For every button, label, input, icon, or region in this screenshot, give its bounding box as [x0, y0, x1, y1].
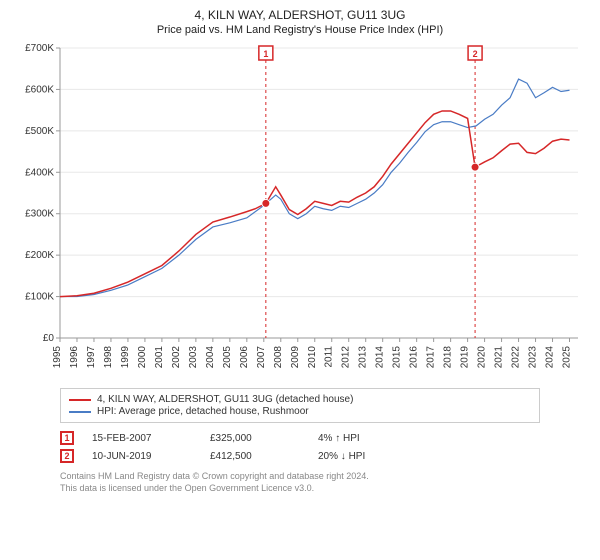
legend-row-hpi: HPI: Average price, detached house, Rush…: [69, 406, 531, 417]
sale-date: 15-FEB-2007: [92, 433, 192, 444]
svg-text:2025: 2025: [562, 346, 573, 369]
svg-text:£200K: £200K: [25, 250, 54, 261]
legend: 4, KILN WAY, ALDERSHOT, GU11 3UG (detach…: [60, 388, 540, 423]
svg-text:1999: 1999: [120, 346, 131, 369]
svg-text:1996: 1996: [69, 346, 80, 369]
sale-delta: 20% ↓ HPI: [318, 451, 365, 462]
sale-row: 1 15-FEB-2007 £325,000 4% ↑ HPI: [60, 431, 588, 445]
svg-text:1: 1: [263, 49, 268, 59]
sale-date: 10-JUN-2019: [92, 451, 192, 462]
sale-marker: 2: [60, 449, 74, 463]
chart-container: £0 £100K £200K £300K £400K £500K £600K £700K 199…: [12, 42, 588, 382]
sale-price: £412,500: [210, 451, 300, 462]
svg-text:2014: 2014: [375, 346, 386, 369]
svg-text:2006: 2006: [239, 346, 250, 369]
sales-list: 1 15-FEB-2007 £325,000 4% ↑ HPI 2 10-JUN-2019…: [12, 431, 588, 463]
svg-text:2013: 2013: [358, 346, 369, 369]
svg-text:£300K: £300K: [25, 209, 54, 220]
svg-text:2001: 2001: [154, 346, 165, 369]
svg-text:2011: 2011: [324, 346, 335, 368]
svg-text:2012: 2012: [341, 346, 352, 369]
footer-line-2: This data is licensed under the Open Gov…: [60, 483, 588, 495]
svg-text:2: 2: [473, 49, 478, 59]
svg-text:2015: 2015: [392, 346, 403, 369]
svg-text:2020: 2020: [477, 346, 488, 369]
svg-text:2017: 2017: [426, 346, 437, 369]
svg-text:1998: 1998: [103, 346, 114, 369]
svg-text:2002: 2002: [171, 346, 182, 369]
footer: Contains HM Land Registry data © Crown c…: [60, 471, 588, 494]
legend-row-property: 4, KILN WAY, ALDERSHOT, GU11 3UG (detach…: [69, 394, 531, 405]
svg-text:2019: 2019: [460, 346, 471, 369]
sale-price: £325,000: [210, 433, 300, 444]
svg-text:2004: 2004: [205, 346, 216, 369]
svg-text:£700K: £700K: [25, 43, 54, 54]
svg-text:1997: 1997: [86, 346, 97, 369]
sale-marker: 1: [60, 431, 74, 445]
svg-text:2016: 2016: [409, 346, 420, 369]
svg-text:2010: 2010: [307, 346, 318, 369]
svg-text:£400K: £400K: [25, 167, 54, 178]
svg-text:2021: 2021: [494, 346, 505, 369]
line-chart: £0 £100K £200K £300K £400K £500K £600K £700K 199…: [12, 42, 588, 382]
svg-text:£0: £0: [43, 333, 55, 344]
svg-text:2007: 2007: [256, 346, 267, 369]
sale-delta: 4% ↑ HPI: [318, 433, 360, 444]
svg-text:2005: 2005: [222, 346, 233, 369]
legend-label-property: 4, KILN WAY, ALDERSHOT, GU11 3UG (detach…: [97, 394, 353, 405]
legend-swatch-property: [69, 399, 91, 401]
legend-swatch-hpi: [69, 411, 91, 413]
page-subtitle: Price paid vs. HM Land Registry's House …: [12, 24, 588, 36]
svg-text:1995: 1995: [52, 346, 63, 369]
svg-text:£100K: £100K: [25, 292, 54, 303]
svg-text:2022: 2022: [511, 346, 522, 369]
svg-text:2009: 2009: [290, 346, 301, 369]
svg-text:£500K: £500K: [25, 126, 54, 137]
sale-row: 2 10-JUN-2019 £412,500 20% ↓ HPI: [60, 449, 588, 463]
svg-text:2008: 2008: [273, 346, 284, 369]
legend-label-hpi: HPI: Average price, detached house, Rush…: [97, 406, 309, 417]
svg-text:2000: 2000: [137, 346, 148, 369]
page-title: 4, KILN WAY, ALDERSHOT, GU11 3UG: [12, 8, 588, 22]
footer-line-1: Contains HM Land Registry data © Crown c…: [60, 471, 588, 483]
svg-text:2003: 2003: [188, 346, 199, 369]
svg-text:2024: 2024: [545, 346, 556, 369]
svg-text:2023: 2023: [528, 346, 539, 369]
svg-text:£600K: £600K: [25, 84, 54, 95]
svg-text:2018: 2018: [443, 346, 454, 369]
